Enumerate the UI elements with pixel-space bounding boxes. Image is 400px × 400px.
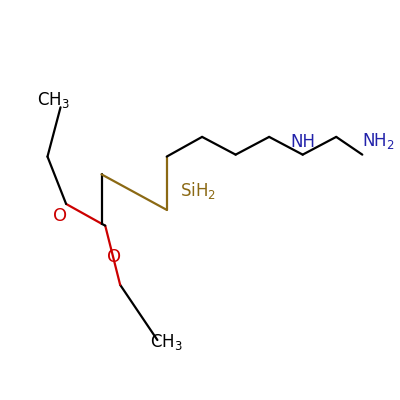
- Text: CH$_3$: CH$_3$: [150, 332, 183, 352]
- Text: NH: NH: [290, 133, 315, 151]
- Text: NH$_2$: NH$_2$: [362, 131, 395, 151]
- Text: SiH$_2$: SiH$_2$: [180, 180, 216, 201]
- Text: CH$_3$: CH$_3$: [37, 90, 70, 110]
- Text: O: O: [54, 207, 68, 225]
- Text: O: O: [108, 248, 122, 266]
